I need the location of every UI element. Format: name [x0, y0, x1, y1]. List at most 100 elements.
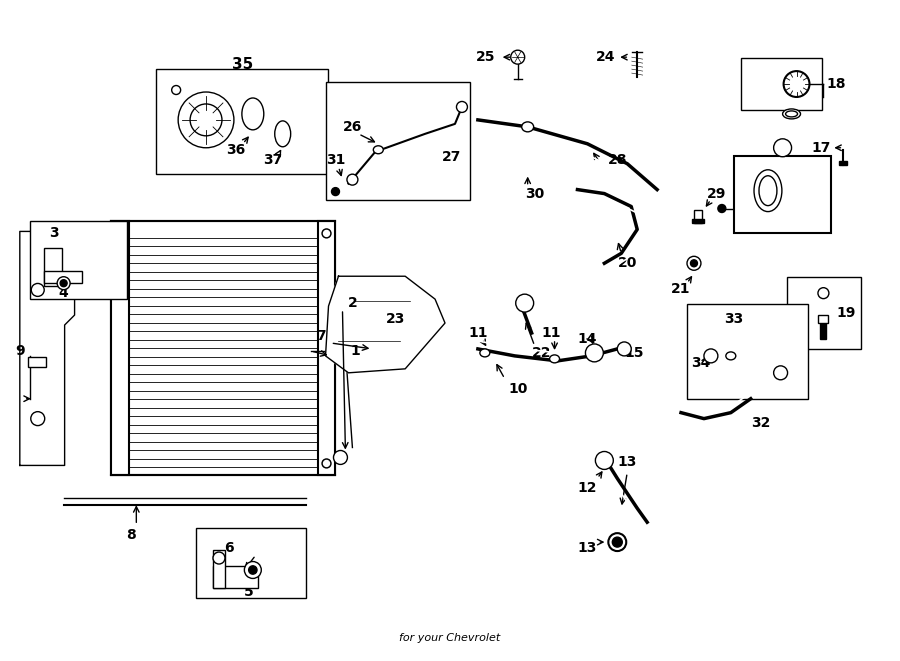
Circle shape [346, 174, 358, 185]
Text: 3: 3 [49, 227, 58, 241]
Circle shape [323, 231, 329, 237]
Text: 34: 34 [691, 356, 711, 370]
Circle shape [248, 566, 257, 574]
Text: 19: 19 [837, 306, 856, 320]
Text: for your Chevrolet: for your Chevrolet [400, 633, 500, 642]
Circle shape [60, 280, 68, 287]
Text: 28: 28 [608, 153, 627, 167]
Circle shape [58, 277, 70, 290]
Text: 20: 20 [617, 256, 637, 270]
Ellipse shape [480, 349, 490, 357]
Ellipse shape [374, 146, 383, 154]
Text: 21: 21 [671, 282, 691, 296]
Text: 36: 36 [226, 143, 246, 157]
Bar [326, 82, 470, 200]
Circle shape [612, 537, 622, 547]
Ellipse shape [725, 352, 736, 360]
Circle shape [690, 260, 698, 267]
Bar [44, 249, 61, 286]
Text: 35: 35 [232, 57, 254, 71]
Text: 8: 8 [127, 528, 136, 542]
Ellipse shape [783, 109, 800, 119]
Text: 11: 11 [468, 326, 488, 340]
Circle shape [331, 188, 339, 196]
Text: 4: 4 [58, 286, 68, 300]
Bar [30, 221, 128, 299]
Circle shape [323, 461, 329, 467]
Polygon shape [326, 276, 445, 373]
Ellipse shape [550, 355, 560, 363]
Text: 6: 6 [224, 541, 234, 555]
Text: 22: 22 [532, 346, 552, 360]
Circle shape [596, 451, 613, 469]
Circle shape [510, 50, 525, 64]
Text: 2: 2 [347, 296, 357, 310]
Circle shape [213, 552, 225, 564]
Text: 37: 37 [263, 153, 283, 167]
Circle shape [774, 139, 792, 157]
Circle shape [617, 342, 631, 356]
Bar [112, 221, 336, 475]
Text: 1: 1 [350, 344, 360, 358]
Circle shape [608, 533, 626, 551]
Bar [687, 304, 808, 399]
Circle shape [178, 92, 234, 148]
Text: 5: 5 [244, 585, 254, 599]
Bar [692, 219, 704, 223]
Text: 17: 17 [812, 141, 831, 155]
Bar [818, 315, 828, 323]
Text: 15: 15 [625, 346, 644, 360]
Circle shape [32, 284, 44, 296]
Circle shape [718, 204, 725, 212]
Text: 30: 30 [525, 186, 544, 200]
Ellipse shape [759, 176, 777, 206]
Circle shape [31, 412, 45, 426]
Circle shape [585, 344, 603, 362]
Text: 18: 18 [826, 77, 846, 91]
Bar [787, 277, 861, 349]
Circle shape [774, 366, 788, 380]
Circle shape [322, 459, 331, 468]
Text: 13: 13 [578, 541, 597, 555]
Text: 24: 24 [596, 50, 615, 64]
Text: 26: 26 [343, 120, 362, 134]
Text: 10: 10 [508, 382, 527, 396]
Bar [157, 69, 328, 174]
Circle shape [322, 229, 331, 238]
Text: 27: 27 [442, 150, 462, 164]
Text: 33: 33 [724, 312, 743, 326]
Text: 16: 16 [754, 182, 773, 196]
Circle shape [245, 562, 261, 578]
Text: 25: 25 [476, 50, 496, 64]
Polygon shape [20, 231, 75, 465]
Text: 12: 12 [578, 481, 598, 495]
Bar [44, 271, 82, 283]
Text: 7: 7 [316, 329, 326, 343]
Circle shape [516, 294, 534, 312]
Bar [821, 323, 826, 339]
Text: 14: 14 [578, 332, 598, 346]
Circle shape [334, 451, 347, 465]
Bar [213, 550, 225, 588]
Bar [840, 161, 847, 165]
Text: 23: 23 [385, 312, 405, 326]
Circle shape [784, 71, 809, 97]
Ellipse shape [786, 111, 797, 117]
Ellipse shape [242, 98, 264, 130]
Circle shape [190, 104, 222, 136]
Bar [112, 221, 130, 475]
Bar [213, 566, 257, 588]
Text: 32: 32 [751, 416, 770, 430]
Ellipse shape [274, 121, 291, 147]
Text: 13: 13 [617, 455, 637, 469]
Ellipse shape [522, 122, 534, 132]
Bar [28, 357, 46, 367]
Bar [318, 221, 336, 475]
Ellipse shape [754, 170, 782, 212]
Text: 11: 11 [542, 326, 562, 340]
Bar [741, 58, 823, 110]
Circle shape [818, 288, 829, 299]
Bar [196, 528, 306, 598]
Circle shape [172, 85, 181, 95]
Circle shape [704, 349, 718, 363]
